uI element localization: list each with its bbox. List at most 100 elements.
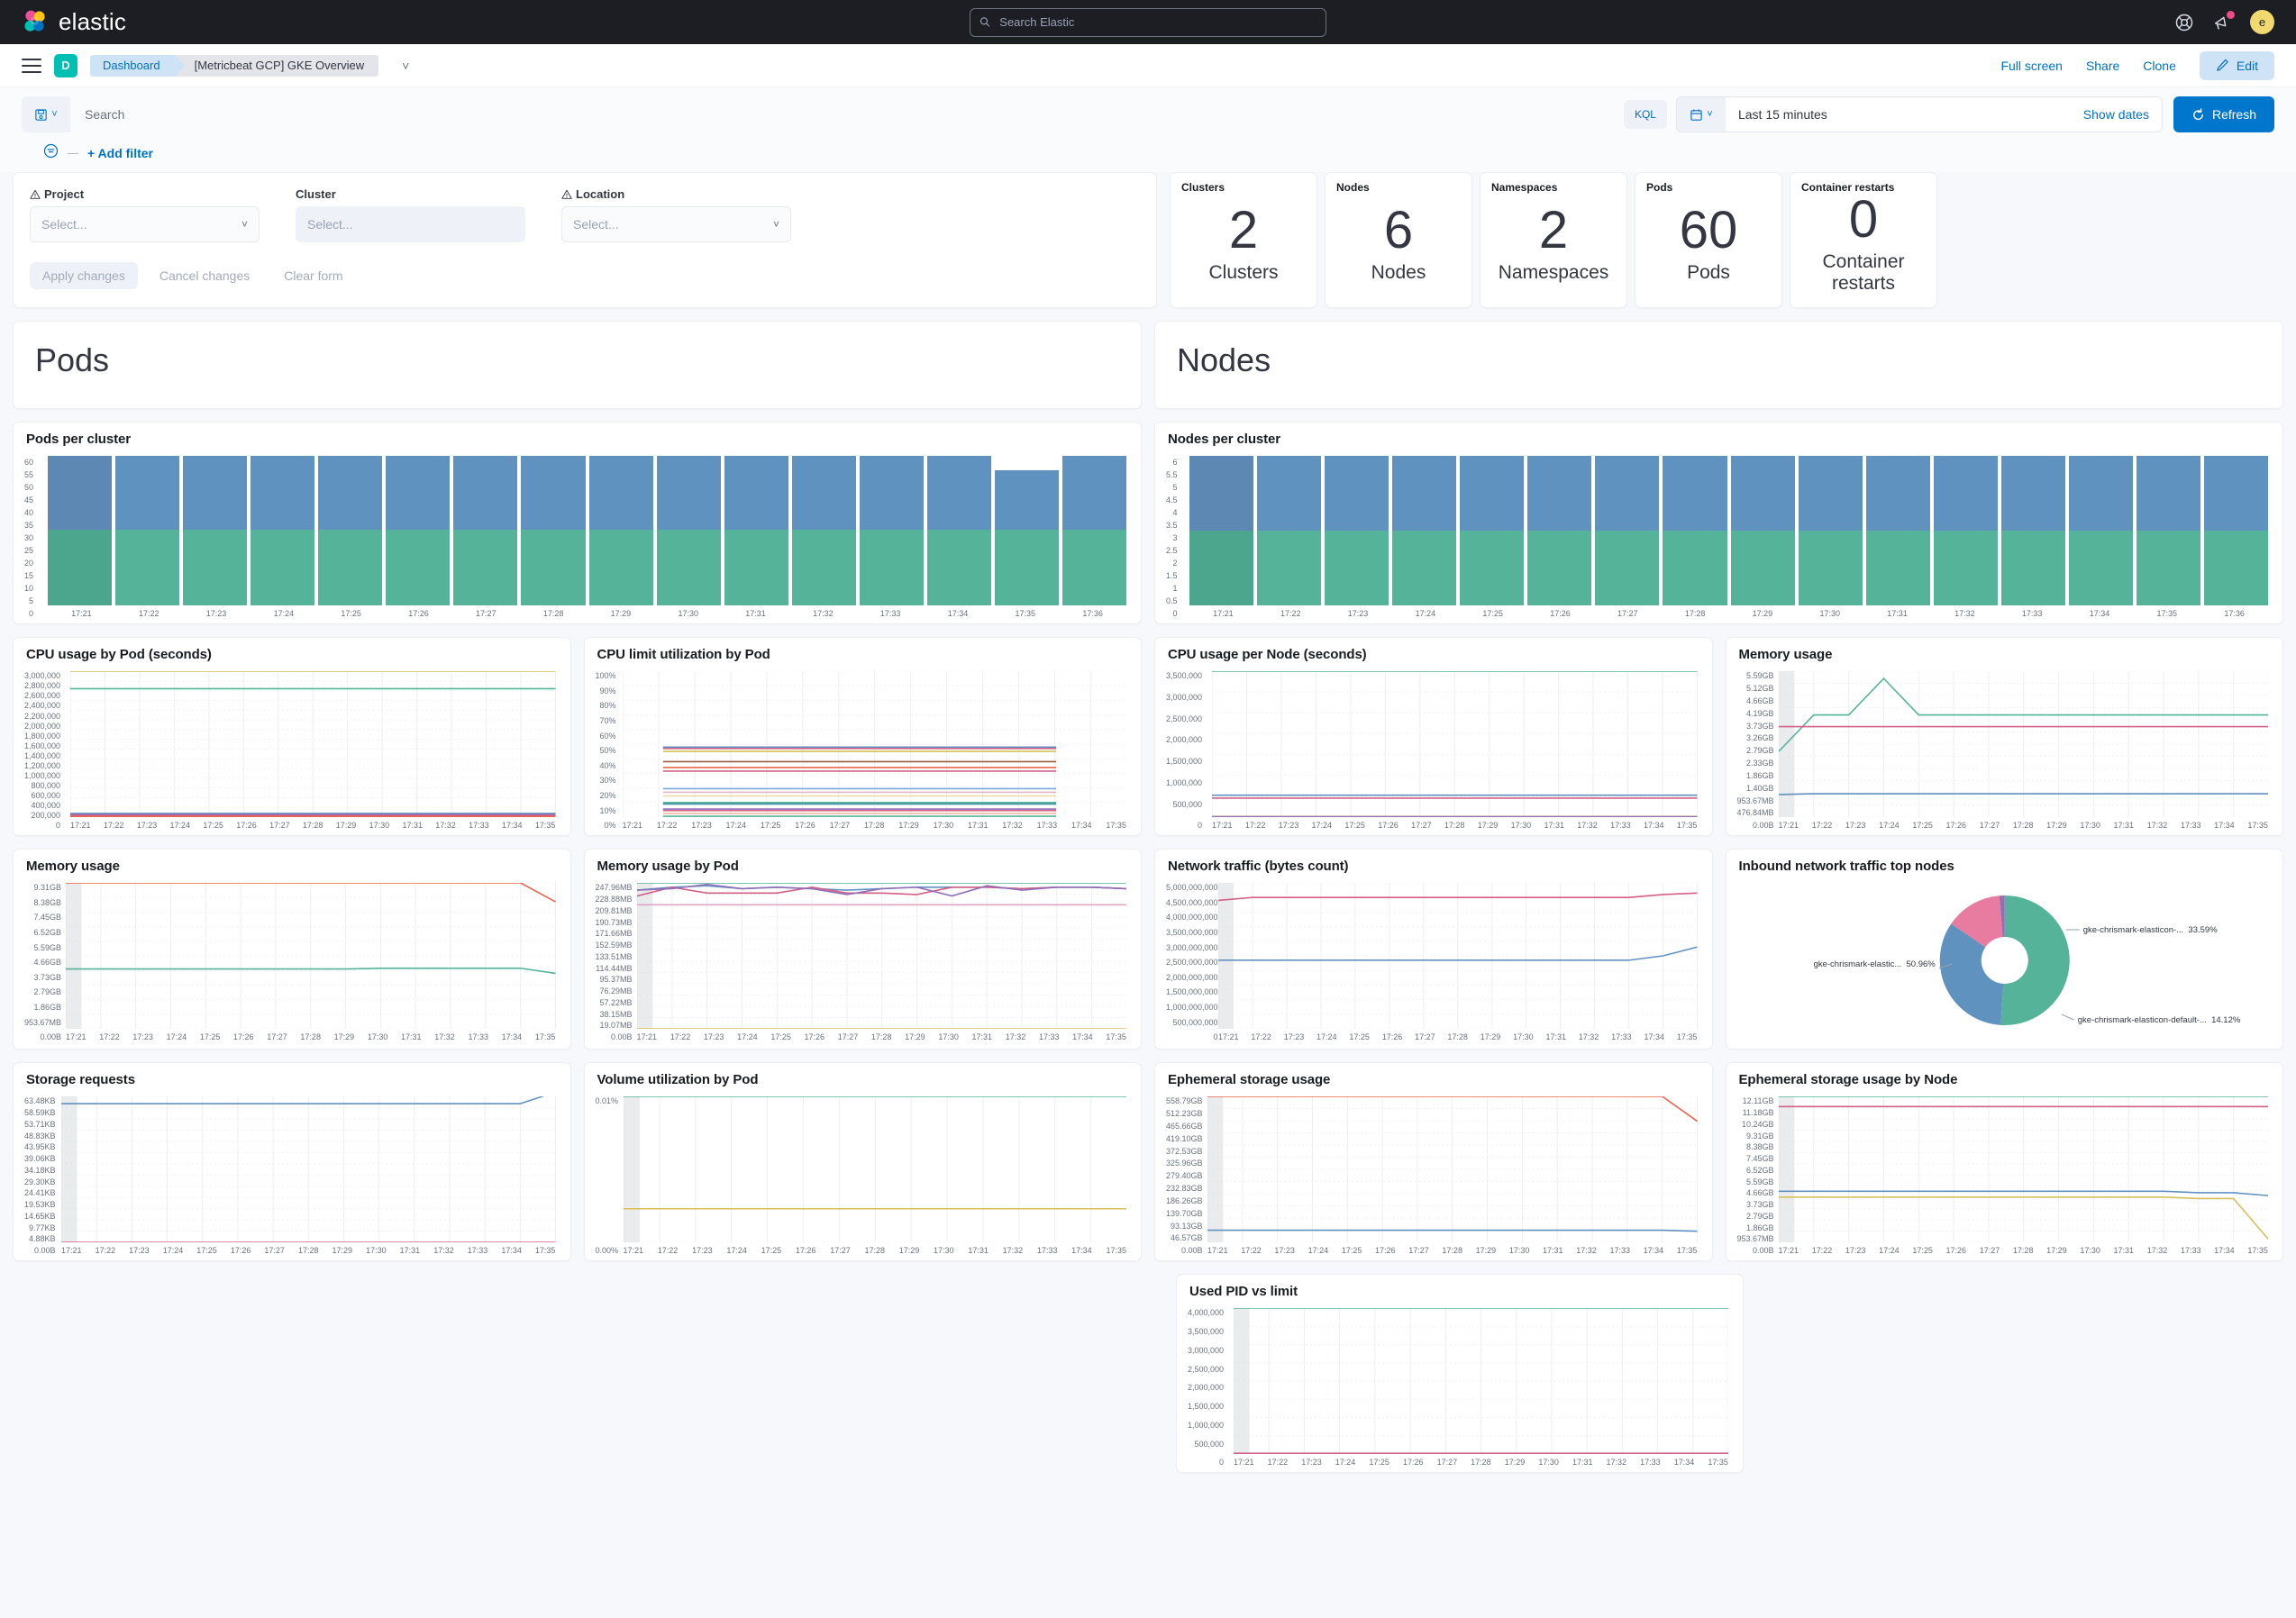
y-axis: 9.31GB 8.38GB 7.45GB 6.52GB 5.59GB 4.66GB 3.73… (24, 881, 65, 1041)
metric-card-namespaces[interactable]: Namespaces 2 Namespaces (1480, 172, 1627, 309)
panel-cpu-limit-utilization-by-pod[interactable]: CPU limit utilization by Pod 100% 90% 80% 7… (583, 637, 1142, 837)
x-tick: 17:23 (1845, 1246, 1866, 1256)
panel-storage-requests[interactable]: Storage requests 63.48KB 58.59KB 53.71KB 48… (13, 1062, 571, 1262)
x-tick: 17:21 (1218, 1032, 1239, 1042)
breadcrumb-item-current[interactable]: [Metricbeat GCP] GKE Overview (174, 54, 379, 77)
time-range-label[interactable]: Last 15 minutes (1737, 107, 1827, 122)
panel-used-pid-vs-limit[interactable]: Used PID vs limit 4,000,000 3,500,000 3,00… (1176, 1274, 1744, 1474)
y-tick: 19.53KB (24, 1200, 56, 1210)
x-tick: 17:30 (1538, 1458, 1559, 1468)
metric-card-clusters[interactable]: Clusters 2 Clusters (1170, 172, 1317, 309)
bar-segment (1527, 531, 1592, 606)
metric-card-container-restarts[interactable]: Container restarts 0 Container restarts (1790, 172, 1937, 309)
bar-segment (1257, 456, 1322, 532)
y-tick: 5.5 (1166, 470, 1178, 480)
y-tick: 2.79GB (1746, 746, 1774, 756)
panel-memory-usage-node[interactable]: Memory usage 5.59GB 5.12GB 4.66GB 4.19GB 3.7… (1725, 637, 2283, 837)
panel-network-traffic[interactable]: Network traffic (bytes count) 5,000,000,… (1154, 849, 1713, 1050)
y-tick: 476.84MB (1736, 808, 1774, 818)
x-axis: 17:21 17:22 17:23 17:24 17:25 17:26 17:27 17:28… (1234, 1455, 1728, 1467)
control-project-select[interactable]: Select... ˅ (30, 206, 260, 242)
series-svg (66, 883, 556, 1030)
megaphone-icon[interactable] (2212, 10, 2235, 32)
x-tick: 17:21 (623, 1246, 644, 1256)
breadcrumb-item-dashboard[interactable]: Dashboard (90, 54, 185, 77)
menu-toggle-button[interactable] (22, 58, 41, 73)
global-search-input[interactable] (998, 14, 1317, 30)
y-tick: 15 (24, 571, 34, 581)
edit-button[interactable]: Edit (2199, 50, 2274, 80)
global-search[interactable] (970, 7, 1326, 37)
y-tick: 3,000,000 (24, 671, 61, 681)
y-tick: 6.52GB (1746, 1165, 1774, 1175)
panel-memory-usage-by-pod[interactable]: Memory usage by Pod 247.96MB 228.88MB 209.… (583, 849, 1142, 1050)
bar-segment (1663, 456, 1727, 532)
chevron-down-icon[interactable]: ˅ (402, 58, 410, 73)
y-tick: 95.37MB (599, 975, 633, 985)
donut-label: gke-chrismark-elasticon-default-... 14.1… (2077, 1015, 2240, 1025)
y-tick: 1,000,000 (1166, 777, 1203, 787)
help-icon[interactable] (2174, 13, 2194, 32)
chart-ephemeral-storage-by-node: 12.11GB 11.18GB 10.24GB 9.31GB 8.38GB 7.45GB 6… (1737, 1095, 2273, 1255)
panel-title: CPU usage by Pod (seconds) (26, 647, 212, 663)
warning-icon (561, 189, 572, 199)
metric-card-nodes[interactable]: Nodes 6 Nodes (1325, 172, 1472, 309)
chart-storage-requests: 63.48KB 58.59KB 53.71KB 48.83KB 43.95KB 39.06… (24, 1095, 560, 1255)
panel-ephemeral-storage-by-node[interactable]: Ephemeral storage usage by Node 12.11GB 1… (1725, 1062, 2283, 1262)
panel-title: Ephemeral storage usage by Node (1738, 1072, 1958, 1088)
query-language-button[interactable]: KQL (1623, 100, 1667, 129)
bar-segment (1460, 531, 1525, 606)
add-filter-button[interactable]: + Add filter (87, 146, 153, 160)
panel-nodes-per-cluster[interactable]: Nodes per cluster 6 5.5 5 4.5 4 3.5 3 2.5 2 1.5 1 0… (1154, 422, 2283, 625)
panel-inbound-network-traffic-top-nodes[interactable]: Inbound network traffic top nodes gke-ch… (1725, 849, 2283, 1050)
x-tick: 17:23 (1274, 1246, 1295, 1256)
bar (2000, 456, 2065, 606)
space-avatar[interactable]: D (54, 53, 77, 77)
x-tick: 17:26 (233, 1032, 254, 1042)
y-tick: 25 (24, 546, 34, 556)
panel-pods-per-cluster[interactable]: Pods per cluster 60 55 50 45 40 35 30 25 20 15 10 5… (13, 422, 1142, 625)
panel-cpu-usage-per-node[interactable]: CPU usage per Node (seconds) 3,500,000 3,… (1154, 637, 1713, 837)
cancel-changes-button[interactable]: Cancel changes (159, 268, 251, 283)
date-picker[interactable]: ˅ Last 15 minutes Show dates (1675, 96, 2163, 132)
y-tick: 0.5 (1166, 596, 1178, 606)
x-tick: 17:25 (1369, 1458, 1389, 1468)
x-tick: 17:22 (95, 1246, 116, 1256)
panel-ephemeral-storage-usage[interactable]: Ephemeral storage usage 558.79GB 512.23GB… (1154, 1062, 1713, 1262)
avatar[interactable]: e (2250, 10, 2274, 34)
x-tick: 17:24 (166, 1032, 187, 1042)
apply-changes-button[interactable]: Apply changes (30, 262, 138, 289)
control-location-select[interactable]: Select... ˅ (561, 206, 791, 242)
bar-segment (994, 469, 1059, 530)
panel-title: CPU usage per Node (seconds) (1168, 647, 1367, 663)
panel-memory-usage-pods[interactable]: Memory usage 9.31GB 8.38GB 7.45GB 6.52GB 5.5… (13, 849, 571, 1050)
clone-button[interactable]: Clone (2143, 58, 2176, 73)
bar-segment (2203, 456, 2268, 532)
bar-segment (1595, 531, 1660, 606)
panel-volume-utilization-by-pod[interactable]: Volume utilization by Pod 0.01% 0.00% 17:2… (583, 1062, 1142, 1262)
saved-query-button[interactable]: ˅ (22, 96, 70, 132)
search-input[interactable] (70, 96, 1624, 132)
refresh-button[interactable]: Refresh (2173, 96, 2274, 132)
metric-label: Clusters (1208, 262, 1279, 284)
elastic-logo[interactable]: elastic (22, 8, 126, 36)
share-button[interactable]: Share (2085, 58, 2120, 73)
series-line (1779, 678, 2269, 751)
panel-cpu-usage-by-pod[interactable]: CPU usage by Pod (seconds) 3,000,000 2,80… (13, 637, 571, 837)
bar (115, 456, 180, 606)
metric-title: Pods (1646, 181, 1673, 194)
x-tick: 17:30 (2080, 821, 2100, 831)
x-tick: 17:35 (1106, 1246, 1126, 1256)
x-tick: 17:25 (199, 1032, 221, 1042)
x-tick: 17:23 (1283, 1032, 1305, 1042)
chart-nodes-per-cluster: 6 5.5 5 4.5 4 3.5 3 2.5 2 1.5 1 0.5 0 17:21 17:22 17:23… (1166, 456, 2272, 618)
show-dates-button[interactable]: Show dates (2082, 107, 2149, 122)
y-tick: 500,000,000 (1172, 1017, 1218, 1027)
filter-icon[interactable] (43, 143, 59, 163)
bar-segment (453, 456, 518, 530)
clear-form-button[interactable]: Clear form (284, 268, 343, 283)
calendar-button[interactable]: ˅ (1676, 97, 1726, 132)
control-cluster-select[interactable]: Select... (296, 206, 525, 242)
full-screen-button[interactable]: Full screen (2000, 58, 2063, 73)
metric-card-pods[interactable]: Pods 60 Pods (1635, 172, 1782, 309)
